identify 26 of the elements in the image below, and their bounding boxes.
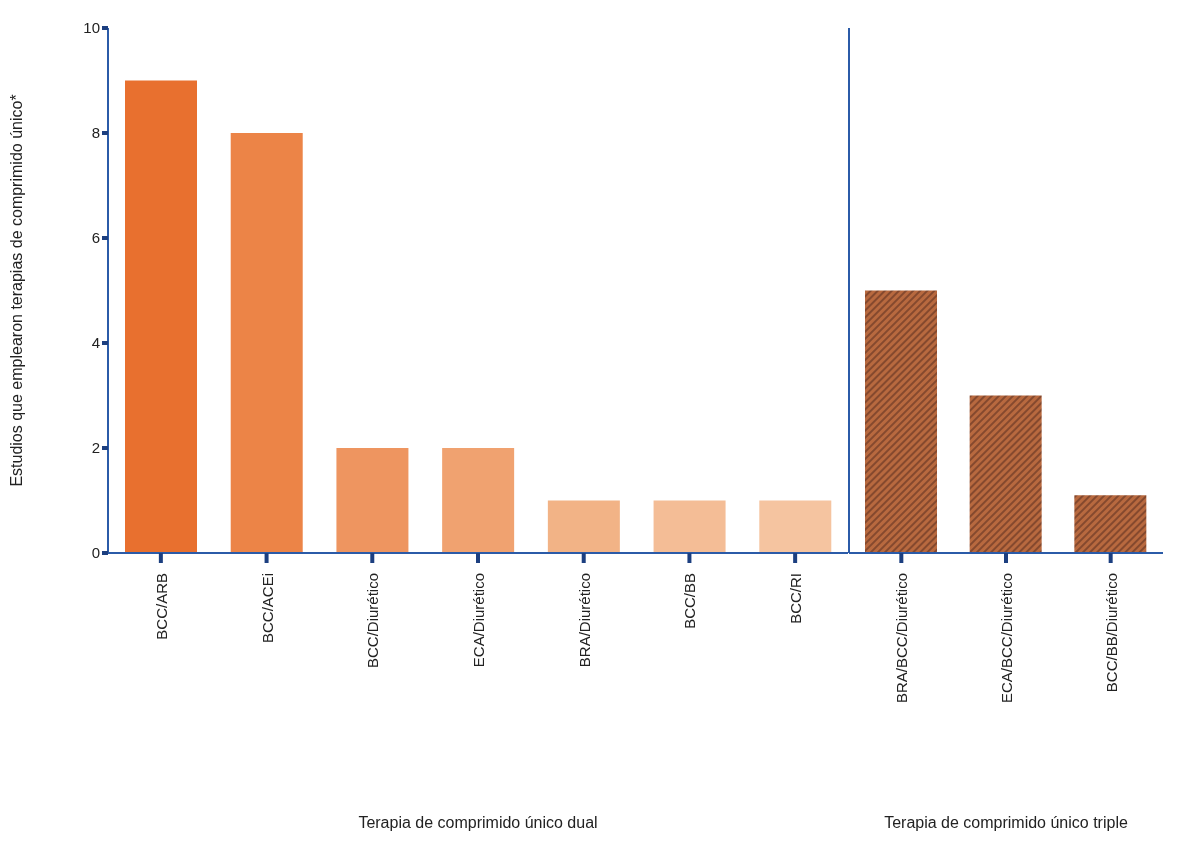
bar [336, 448, 409, 553]
x-axis-title: Terapia de comprimido único triple [884, 814, 1128, 831]
bar [547, 500, 620, 553]
x-tick-label: BCC/Diurético [364, 573, 382, 669]
x-axis-title: Terapia de comprimido único dual [358, 814, 598, 831]
bar [230, 133, 303, 553]
y-tick-label: 6 [91, 229, 100, 247]
x-tick-label: BCC/BB [681, 573, 699, 629]
bar [653, 500, 726, 553]
y-tick-label: 4 [91, 334, 100, 352]
bar [759, 500, 832, 553]
x-tick-label: BCC/BB/Diurético [1102, 573, 1120, 693]
x-tick-label: BCC/ARB [152, 573, 170, 640]
y-tick-label: 8 [91, 124, 100, 142]
x-tick-label: BRA/BCC/Diurético [893, 573, 911, 704]
x-tick-label: ECA/Diurético [470, 573, 487, 668]
x-tick-label: BCC/RI [787, 573, 805, 624]
y-tick-label: 0 [91, 544, 100, 562]
y-tick-label: 2 [91, 439, 100, 457]
bar [442, 448, 515, 553]
x-tick-label: BCC/ACEi [258, 573, 276, 644]
x-tick-label: ECA/BCC/Diurético [998, 573, 1015, 704]
bar [125, 80, 197, 553]
x-tick-label: BRA/Diurético [575, 573, 593, 668]
y-axis-title: Estudios que emplearon terapias de comprimido único* [7, 94, 25, 487]
y-tick-label: 10 [83, 19, 100, 37]
